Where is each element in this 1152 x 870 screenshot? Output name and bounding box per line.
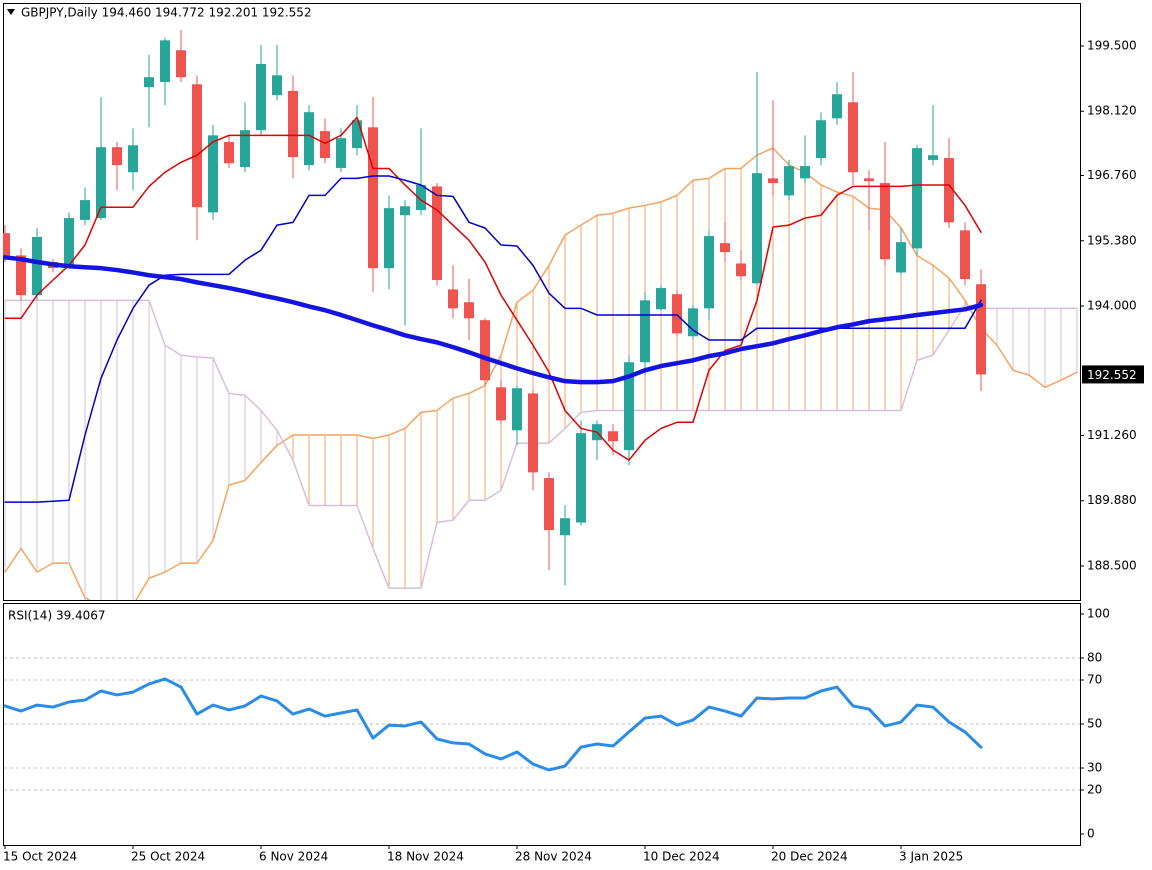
candle-body [864,178,874,182]
chart-title: GBPJPY,Daily 194.460 194.772 192.201 192… [21,6,312,20]
candle-body [640,300,650,363]
y-tick-label: 189.880 [1087,493,1137,507]
candle-body [64,218,74,266]
candle-body [400,206,410,216]
indicator-line [4,116,982,461]
candle-body [736,263,746,277]
candle-body [976,284,986,375]
x-tick-label: 20 Dec 2024 [771,850,848,864]
candle-body [608,431,618,442]
y-tick-label: 20 [1087,783,1102,797]
candle-body [208,135,218,213]
y-tick-label: 100 [1087,607,1110,621]
x-tick-label: 6 Nov 2024 [259,850,328,864]
last-price-label: 192.552 [1087,368,1137,382]
candle-body [656,288,666,310]
candle-body [96,147,106,219]
candle-body [352,120,362,149]
candle-body [528,393,538,473]
candle-body [32,236,42,296]
candle-body [240,130,250,168]
candle-body [896,242,906,273]
candle-body [688,308,698,337]
candle-body [432,186,442,280]
candle-body [224,141,234,164]
candle-body [960,230,970,280]
rsi-plot [3,677,983,772]
candle-body [704,236,714,309]
y-tick-label: 196.760 [1087,168,1137,182]
y-tick-label: 194.000 [1087,298,1137,312]
candle-body [848,102,858,173]
candle-body [576,433,586,523]
candle-body [624,362,634,451]
y-tick-label: 70 [1087,673,1102,687]
rsi-line [3,677,983,772]
candle-body [832,94,842,119]
candle-body [320,131,330,159]
price-plot [3,29,1078,600]
candle-body [384,208,394,269]
candle-body [256,63,266,131]
main-panel-frame [3,3,1081,601]
candle-body [160,40,170,82]
candle-body [416,184,426,211]
candle-body [912,148,922,249]
candle-body [768,178,778,184]
candle-body [512,388,522,431]
candle-body [288,90,298,158]
x-tick-label: 10 Dec 2024 [643,850,720,864]
candle-body [368,127,378,269]
y-tick-label: 50 [1087,717,1102,731]
candle-body [448,289,458,309]
candle-body [800,166,810,179]
candle-body [192,84,202,208]
candle-body [752,173,762,284]
candle-body [112,147,122,166]
candle-body [496,387,506,421]
candle-body [544,478,554,531]
y-tick-label: 188.500 [1087,558,1137,572]
y-tick-label: 80 [1087,651,1102,665]
candle-body [672,294,682,334]
x-tick-label: 25 Oct 2024 [131,850,205,864]
indicator-line [4,175,982,503]
x-tick-label: 18 Nov 2024 [387,850,464,864]
x-tick-label: 28 Nov 2024 [515,850,592,864]
candle-body [816,120,826,159]
last-price-box [1082,365,1144,384]
indicator-line [3,255,984,385]
candle-body [928,155,938,160]
candle-body [464,302,474,319]
rsi-title: RSI(14) 39.4067 [8,609,106,623]
y-tick-label: 0 [1087,827,1095,841]
candle-body [944,158,954,223]
y-tick-label: 198.120 [1087,104,1137,118]
candle-body [480,320,490,381]
y-tick-label: 199.500 [1087,39,1137,53]
y-tick-label: 30 [1087,761,1102,775]
candle-body [3,233,10,256]
candle-body [336,138,346,168]
candle-body [880,183,890,260]
candle-body [144,77,154,88]
plot-layer: 188.500 189.880 191.260 194.000 195.380 196.7… [3,29,1144,864]
x-tick-label: 3 Jan 2025 [899,850,963,864]
candle-body [560,518,570,536]
candle-body [128,145,138,173]
candle-body [80,200,90,220]
candle-body [16,255,26,296]
candle-body [176,50,186,78]
y-tick-label: 191.260 [1087,428,1137,442]
senkou-span-b [4,299,1078,589]
candle-body [720,243,730,253]
candle-body [304,112,314,166]
y-tick-label: 195.380 [1087,233,1137,247]
candle-body [784,166,794,196]
symbol-menu-icon[interactable] [7,9,15,15]
x-tick-label: 15 Oct 2024 [3,850,77,864]
candle-body [272,75,282,96]
